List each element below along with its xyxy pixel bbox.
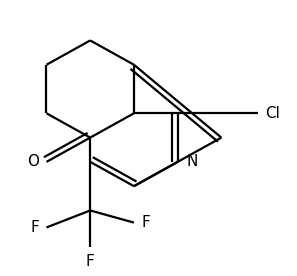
Text: F: F (86, 254, 94, 269)
Text: N: N (186, 154, 198, 169)
Text: F: F (31, 220, 39, 235)
Text: F: F (141, 215, 150, 230)
Text: Cl: Cl (265, 106, 280, 121)
Text: O: O (27, 154, 39, 169)
